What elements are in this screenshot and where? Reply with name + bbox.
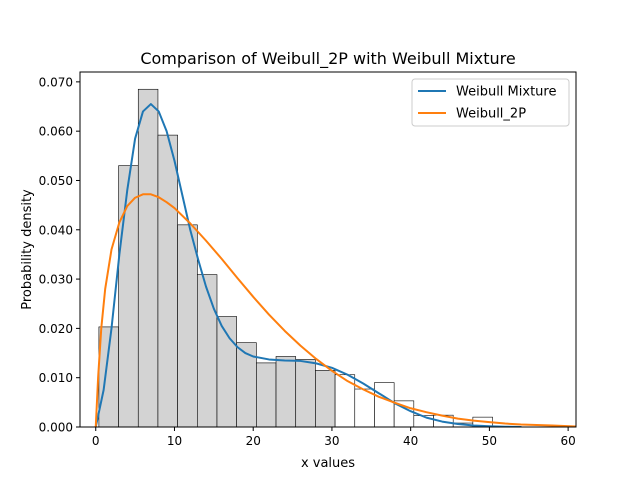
histogram-bar xyxy=(315,369,336,427)
x-tick-label: 50 xyxy=(482,434,497,448)
x-tick-label: 20 xyxy=(246,434,261,448)
legend-label-weibull-mixture: Weibull Mixture xyxy=(456,85,556,100)
series-line-weibull-mixture xyxy=(94,103,522,427)
y-tick-label: 0.040 xyxy=(39,223,73,237)
y-tick-label: 0.070 xyxy=(39,75,73,89)
histogram-bar xyxy=(157,134,178,427)
histogram-bar xyxy=(197,274,218,427)
y-tick-label: 0.030 xyxy=(39,273,73,287)
histogram-bar xyxy=(236,342,257,427)
histogram-bar xyxy=(275,356,297,427)
y-tick-label: 0.020 xyxy=(39,322,73,336)
chart-title: Comparison of Weibull_2P with Weibull Mi… xyxy=(140,49,515,69)
y-tick-label: 0.060 xyxy=(39,125,73,139)
x-tick-label: 40 xyxy=(403,434,418,448)
histogram-bar xyxy=(354,388,375,427)
axes: 0 10 20 30 40 50 60 0.000 0.010 0.020 0.030 0.040 0.… xyxy=(39,71,577,448)
x-tick-label: 60 xyxy=(560,434,575,448)
legend: Weibull Mixture Weibull_2P xyxy=(411,78,570,127)
legend-label-weibull-2p: Weibull_2P xyxy=(456,107,526,122)
plot-frame xyxy=(79,71,577,428)
x-tick-label: 0 xyxy=(92,434,100,448)
histogram-bar xyxy=(98,326,119,427)
histogram-bar xyxy=(256,362,277,427)
series-lines xyxy=(94,103,576,427)
y-tick-label: 0.050 xyxy=(39,174,73,188)
series-line-weibull-2p xyxy=(94,193,576,427)
y-tick-label: 0.010 xyxy=(39,371,73,385)
histogram-bar xyxy=(137,88,159,427)
histogram xyxy=(98,88,493,427)
histogram-bar xyxy=(374,382,395,427)
x-tick-label: 10 xyxy=(167,434,182,448)
y-tick-label: 0.000 xyxy=(39,421,73,435)
legend-box xyxy=(411,78,570,127)
y-axis-label: Probability density xyxy=(20,189,35,310)
x-tick-label: 30 xyxy=(324,434,339,448)
histogram-bar xyxy=(177,224,198,427)
histogram-bar xyxy=(295,359,316,427)
x-axis-label: x values xyxy=(301,456,355,471)
